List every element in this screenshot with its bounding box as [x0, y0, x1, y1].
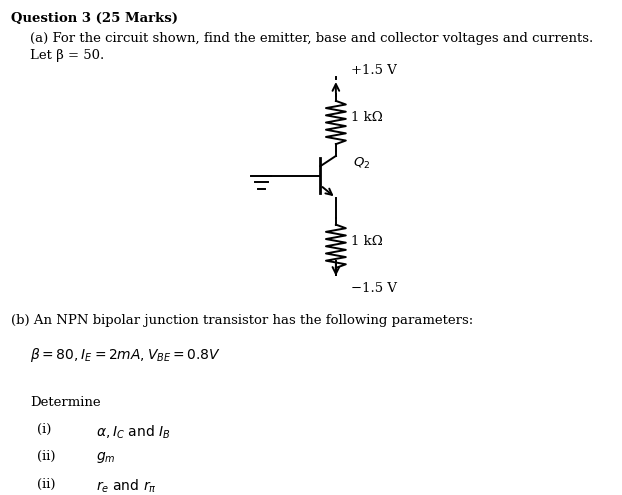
Text: 1 kΩ: 1 kΩ [351, 111, 383, 124]
Text: $Q_2$: $Q_2$ [353, 156, 371, 171]
Text: (a) For the circuit shown, find the emitter, base and collector voltages and cur: (a) For the circuit shown, find the emit… [30, 32, 593, 45]
Text: (ii): (ii) [37, 450, 56, 463]
Text: Determine: Determine [30, 396, 101, 409]
Text: Question 3 (25 Marks): Question 3 (25 Marks) [11, 12, 178, 25]
Text: (b) An NPN bipolar junction transistor has the following parameters:: (b) An NPN bipolar junction transistor h… [11, 314, 473, 327]
Text: $\beta = 80, I_E = 2mA, V_{BE} = 0.8V$: $\beta = 80, I_E = 2mA, V_{BE} = 0.8V$ [30, 346, 221, 364]
Text: 1 kΩ: 1 kΩ [351, 235, 383, 248]
Text: (ii): (ii) [37, 478, 56, 491]
Text: $r_e$ and $r_{\pi}$: $r_e$ and $r_{\pi}$ [96, 478, 157, 495]
Text: −1.5 V: −1.5 V [351, 282, 397, 295]
Text: +1.5 V: +1.5 V [351, 64, 397, 77]
Text: Let β = 50.: Let β = 50. [30, 50, 104, 62]
Text: $g_m$: $g_m$ [96, 450, 116, 465]
Text: $\alpha, I_C$ and $I_B$: $\alpha, I_C$ and $I_B$ [96, 423, 171, 441]
Text: (i): (i) [37, 423, 52, 436]
